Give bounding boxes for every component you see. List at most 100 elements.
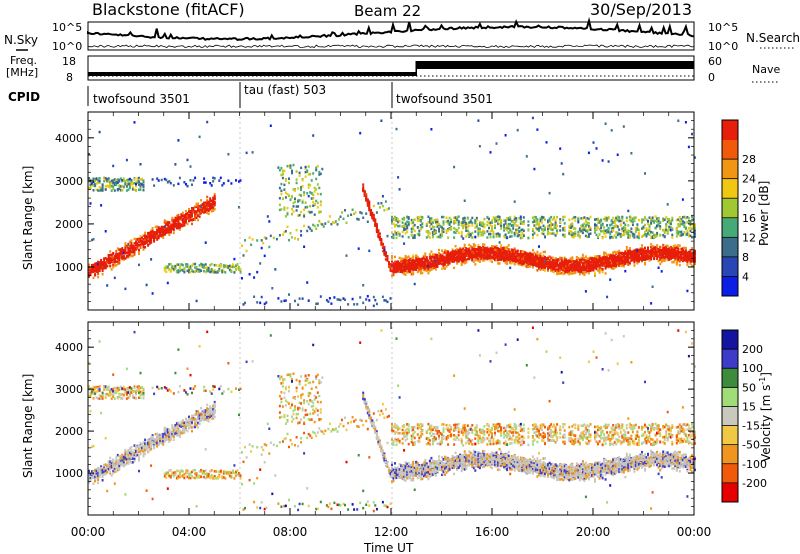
power-data-point xyxy=(180,224,183,228)
power-data-point xyxy=(509,260,512,263)
power-data-point xyxy=(294,197,296,200)
power-data-point xyxy=(462,256,465,259)
power-data-point xyxy=(560,256,563,260)
noise-panel: N.Sky 10^5 10^0 10^5 10^0 N.Search xyxy=(4,16,800,53)
power-data-point xyxy=(300,234,303,237)
power-data-point xyxy=(197,208,200,212)
power-data-point xyxy=(328,215,331,218)
power-data-point xyxy=(389,297,392,300)
power-data-point xyxy=(448,223,451,226)
power-data-point xyxy=(501,249,504,253)
power-data-point xyxy=(447,263,450,266)
power-data-point xyxy=(91,182,93,186)
power-data-point xyxy=(409,269,412,272)
power-data-point xyxy=(462,217,465,220)
power-data-point xyxy=(534,220,537,223)
power-data-point xyxy=(172,221,175,225)
power-data-point xyxy=(477,250,480,253)
power-data-point xyxy=(584,290,587,293)
power-data-point xyxy=(518,256,521,259)
power-data-point xyxy=(468,233,471,237)
power-data-point xyxy=(227,265,230,268)
power-data-point xyxy=(88,186,90,190)
power-data-point xyxy=(544,268,546,271)
power-data-point xyxy=(356,217,359,221)
power-data-point xyxy=(128,186,131,190)
power-data-point xyxy=(139,163,142,166)
power-data-point xyxy=(297,238,300,241)
power-data-point xyxy=(109,182,112,185)
power-data-point xyxy=(283,206,286,209)
power-data-point xyxy=(551,232,554,235)
power-data-point xyxy=(541,215,543,219)
power-data-point xyxy=(524,258,527,261)
power-data-point xyxy=(135,238,137,241)
power-data-point xyxy=(103,260,106,263)
power-data-point xyxy=(212,209,215,212)
power-data-point xyxy=(306,205,309,209)
power-data-point xyxy=(434,268,437,271)
power-data-point xyxy=(547,256,549,260)
power-data-point xyxy=(401,225,404,228)
power-data-point xyxy=(384,258,387,261)
power-data-point xyxy=(486,220,489,224)
power-data-point xyxy=(366,202,369,206)
power-data-point xyxy=(165,270,168,274)
power-data-point xyxy=(441,215,443,219)
power-data-point xyxy=(515,260,518,263)
power-data-point xyxy=(418,229,421,233)
power-data-point xyxy=(457,231,460,234)
power-data-point xyxy=(598,271,601,274)
power-data-point xyxy=(450,258,453,261)
power-data-point xyxy=(138,263,140,267)
power-data-point xyxy=(457,215,460,218)
power-data-point xyxy=(109,264,112,267)
power-data-point xyxy=(531,253,534,256)
power-data-point xyxy=(544,250,546,254)
power-data-point xyxy=(163,266,166,270)
power-data-point xyxy=(401,268,404,271)
power-data-point xyxy=(562,227,565,230)
power-data-point xyxy=(436,254,439,257)
power-data-point xyxy=(177,221,180,225)
power-data-point xyxy=(428,225,431,228)
power-data-point xyxy=(130,178,133,182)
power-data-point xyxy=(309,191,312,194)
power-data-point xyxy=(441,262,443,266)
power-data-point xyxy=(463,255,466,259)
power-data-point xyxy=(168,228,171,231)
power-data-point xyxy=(142,185,145,189)
power-data-point xyxy=(298,297,301,300)
power-data-point xyxy=(463,259,466,262)
cpid-segment-2: tau (fast) 503 xyxy=(244,83,326,97)
power-data-point xyxy=(533,167,536,171)
power-data-point xyxy=(506,259,509,262)
power-data-point xyxy=(230,182,233,185)
power-data-point xyxy=(244,239,246,242)
power-data-point xyxy=(527,265,530,268)
power-data-point xyxy=(171,223,174,226)
power-data-point xyxy=(538,229,540,232)
power-data-point xyxy=(383,250,386,253)
power-data-point xyxy=(160,230,163,234)
freq-unit: [MHz] xyxy=(6,66,38,79)
power-data-point xyxy=(101,262,104,266)
power-data-point xyxy=(210,202,213,206)
power-data-point xyxy=(612,229,615,232)
power-data-point xyxy=(377,229,380,232)
power-data-point xyxy=(509,222,512,226)
power-data-point xyxy=(442,251,445,254)
power-data-point xyxy=(439,260,442,263)
power-data-point xyxy=(100,187,103,190)
power-data-point xyxy=(295,209,298,212)
power-data-point xyxy=(235,264,237,267)
power-data-point xyxy=(194,262,197,266)
power-data-point xyxy=(587,151,590,155)
power-data-point xyxy=(133,253,136,256)
power-data-point xyxy=(604,235,607,238)
power-data-point xyxy=(169,181,172,185)
power-data-point xyxy=(489,235,492,239)
power-data-point xyxy=(495,234,498,238)
power-data-point xyxy=(559,220,562,224)
power-data-point xyxy=(486,251,489,254)
